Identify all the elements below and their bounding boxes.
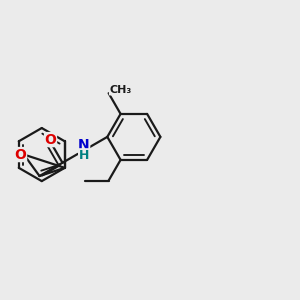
Text: CH₃: CH₃ bbox=[110, 85, 132, 95]
Text: N: N bbox=[78, 138, 90, 152]
Text: O: O bbox=[45, 133, 56, 147]
Text: O: O bbox=[15, 148, 26, 162]
Text: H: H bbox=[79, 149, 89, 162]
